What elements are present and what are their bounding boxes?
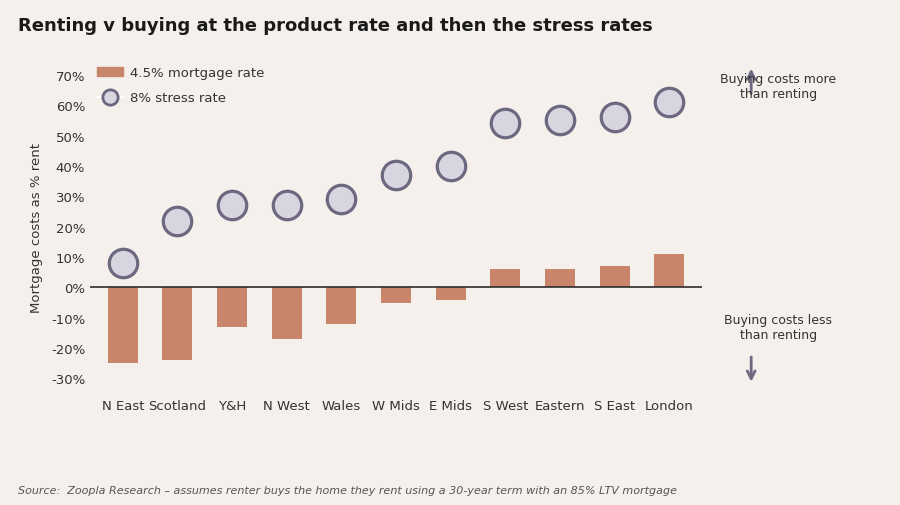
Point xyxy=(444,163,458,171)
Point xyxy=(553,117,567,125)
Point xyxy=(115,260,130,268)
Point xyxy=(334,196,348,204)
Bar xyxy=(491,270,520,288)
Bar xyxy=(544,270,575,288)
Bar xyxy=(381,288,411,303)
Bar xyxy=(599,267,630,288)
Text: Buying costs less
than renting: Buying costs less than renting xyxy=(724,313,832,341)
Text: Source:  Zoopla Research – assumes renter buys the home they rent using a 30-yea: Source: Zoopla Research – assumes renter… xyxy=(18,485,677,495)
Point xyxy=(389,172,403,180)
Point xyxy=(498,120,512,128)
Bar xyxy=(272,288,302,339)
Legend: 4.5% mortgage rate, 8% stress rate: 4.5% mortgage rate, 8% stress rate xyxy=(96,67,264,105)
Point xyxy=(170,217,184,225)
Bar xyxy=(436,288,465,300)
Text: Buying costs more
than renting: Buying costs more than renting xyxy=(720,73,837,101)
Text: Renting v buying at the product rate and then the stress rates: Renting v buying at the product rate and… xyxy=(18,17,652,35)
Bar xyxy=(654,255,684,288)
Y-axis label: Mortgage costs as % rent: Mortgage costs as % rent xyxy=(30,142,42,312)
Bar xyxy=(327,288,356,324)
Point xyxy=(662,99,677,107)
Point xyxy=(608,114,622,122)
Bar xyxy=(108,288,138,364)
Point xyxy=(225,202,239,210)
Bar xyxy=(217,288,248,327)
Point xyxy=(280,202,294,210)
Bar xyxy=(162,288,193,361)
